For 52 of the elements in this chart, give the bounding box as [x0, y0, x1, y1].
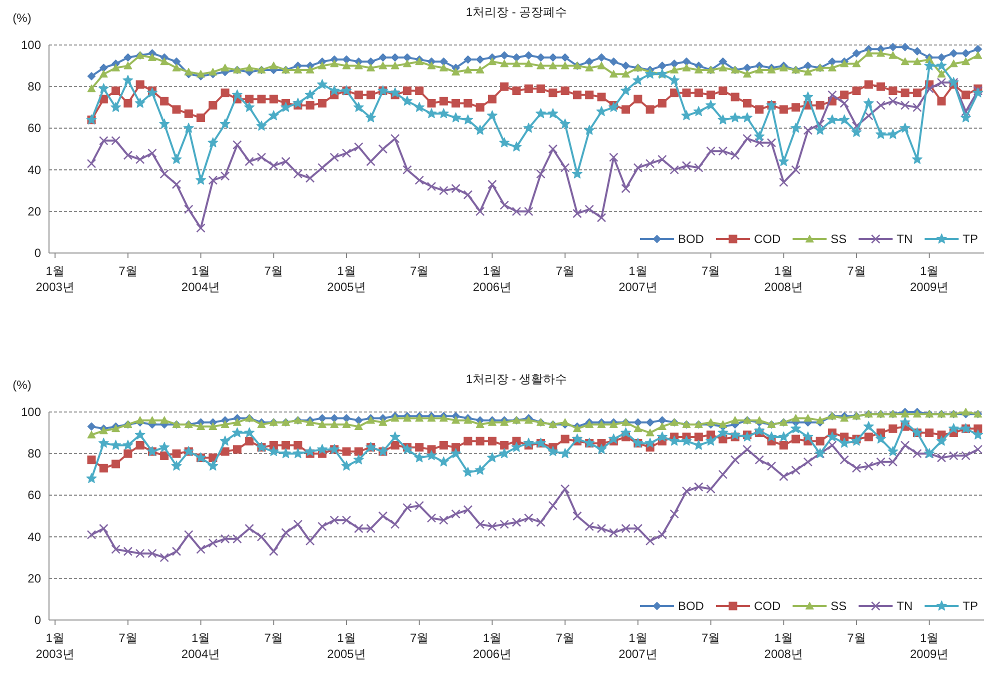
x-tick-label: 1월 2003년 [36, 264, 74, 294]
x-tick-label: 1월 2007년 [618, 631, 658, 661]
y-axis-title: (%) [12, 11, 32, 25]
x-tick-label: 1월 2006년 [472, 264, 512, 294]
x-tick-label: 1월 2009년 [910, 631, 949, 661]
x-tick-label: 1월 2006년 [472, 631, 512, 661]
x-tick-label: 7월 [556, 264, 574, 278]
x-tick-label: 7월 [701, 264, 720, 278]
x-tick-label: 1월 2008년 [764, 631, 803, 661]
x-tick-label: 1월 2009년 [910, 264, 949, 294]
x-tick-label: 1월 2007년 [618, 264, 658, 294]
legend-label: SS [830, 232, 847, 246]
x-tick-label: 7월 [118, 264, 138, 278]
y-tick-label: 80 [28, 80, 42, 94]
x-tick-label: 7월 [264, 631, 283, 645]
y-axis-title: (%) [12, 378, 32, 392]
legend-label: TP [962, 599, 978, 613]
legend-label: BOD [678, 232, 704, 246]
y-tick-label: 0 [34, 613, 42, 627]
x-tick-label: 1월 2003년 [36, 631, 74, 661]
legend-label: COD [754, 232, 781, 246]
x-tick-label: 7월 [118, 631, 138, 645]
x-tick-label: 1월 2008년 [764, 264, 803, 294]
legend-label: TN [896, 599, 913, 613]
legend-label: TN [896, 232, 913, 246]
legend-label: COD [754, 599, 781, 613]
y-tick-label: 80 [28, 446, 42, 461]
x-tick-label: 7월 [847, 264, 866, 278]
chart-title: 1처리장 - 공장폐수 [466, 5, 568, 19]
x-tick-label: 7월 [264, 264, 283, 278]
y-tick-label: 60 [28, 121, 42, 136]
x-tick-label: 7월 [410, 264, 429, 278]
y-tick-label: 0 [34, 246, 42, 260]
x-tick-label: 7월 [701, 631, 720, 645]
legend-label: BOD [678, 599, 704, 613]
x-tick-label: 7월 [556, 631, 574, 645]
y-tick-label: 60 [28, 488, 42, 502]
x-tick-label: 1월 2004년 [181, 631, 220, 661]
x-tick-label: 7월 [847, 631, 866, 645]
y-tick-label: 20 [28, 204, 42, 218]
x-tick-label: 7월 [410, 631, 429, 645]
y-tick-label: 20 [28, 571, 42, 586]
x-tick-label: 1월 2005년 [327, 631, 366, 661]
x-tick-label: 1월 2005년 [327, 264, 366, 294]
y-tick-label: 100 [20, 38, 42, 52]
y-tick-label: 40 [28, 162, 42, 177]
legend-label: SS [830, 599, 847, 613]
legend-label: TP [962, 232, 978, 246]
x-tick-label: 1월 2004년 [181, 264, 220, 294]
y-tick-label: 40 [28, 530, 42, 544]
y-tick-label: 100 [20, 405, 42, 419]
chart-title: 1처리장 - 생활하수 [466, 372, 568, 386]
